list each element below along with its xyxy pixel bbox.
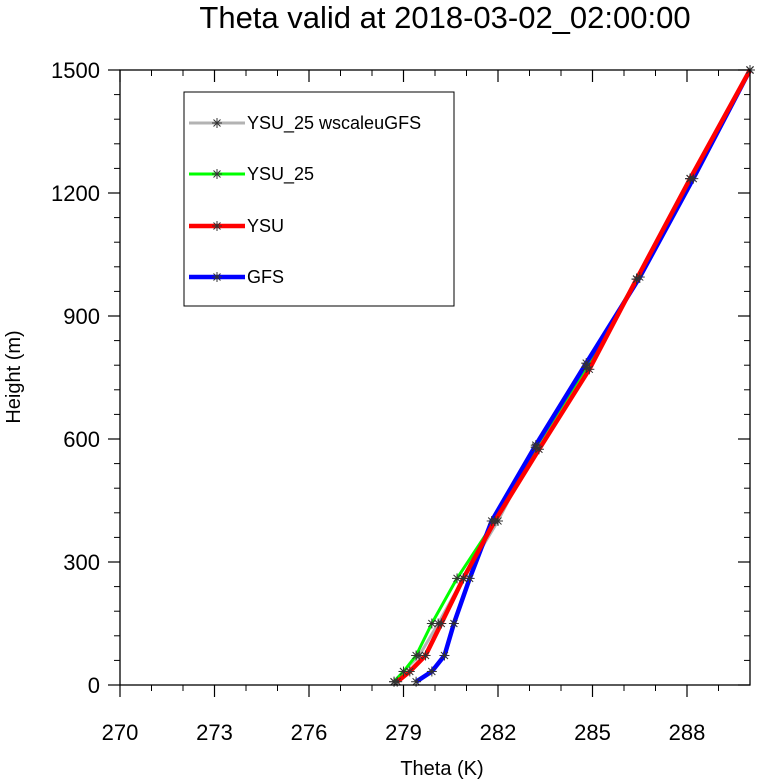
y-tick-label: 300 — [63, 550, 100, 575]
data-point-marker — [212, 118, 222, 128]
y-axis-label: Height (m) — [3, 330, 25, 423]
legend-box — [183, 91, 455, 307]
y-tick-label: 600 — [63, 427, 100, 452]
data-point-marker — [404, 666, 415, 677]
data-point-marker — [452, 573, 463, 584]
x-axis-label: Theta (K) — [400, 758, 483, 780]
legend-label: GFS — [247, 267, 284, 287]
data-point-marker — [426, 666, 437, 677]
x-tick-label: 273 — [196, 720, 233, 745]
data-point-marker — [439, 650, 450, 661]
data-point-marker — [581, 358, 592, 369]
data-point-marker — [212, 169, 222, 179]
legend-entries: YSU_25 wscaleuGFS YSU_25 YSU GFS — [189, 113, 421, 287]
x-tick-label: 282 — [480, 720, 517, 745]
y-tick-label: 0 — [88, 673, 100, 698]
x-tick-label: 288 — [669, 720, 706, 745]
data-point-marker — [212, 272, 222, 282]
legend-label: YSU_25 — [247, 164, 314, 185]
series-layer — [389, 65, 755, 687]
ticks-layer — [108, 69, 750, 697]
x-tick-label: 279 — [385, 720, 422, 745]
data-point-marker — [448, 618, 459, 629]
x-tick-label: 276 — [291, 720, 328, 745]
y-tick-label: 900 — [63, 304, 100, 329]
data-point-marker — [688, 173, 699, 184]
plot-frame — [119, 69, 751, 686]
chart-title: Theta valid at 2018-03-02_02:00:00 — [199, 0, 690, 35]
x-tick-label: 270 — [102, 720, 139, 745]
tick-labels-layer: 270 273 276 279 282 285 288 0 300 600 900 1200 1500 — [51, 58, 705, 745]
data-point-marker — [464, 573, 475, 584]
y-tick-label: 1200 — [51, 181, 100, 206]
data-point-marker — [426, 618, 437, 629]
data-point-marker — [530, 440, 541, 451]
legend-label: YSU — [247, 216, 284, 236]
legend-label: YSU_25 wscaleuGFS — [247, 113, 421, 134]
y-tick-label: 1500 — [51, 58, 100, 83]
data-point-marker — [436, 618, 447, 629]
data-point-marker — [420, 650, 431, 661]
legend: YSU_25 wscaleuGFS YSU_25 YSU GFS — [183, 91, 455, 307]
x-tick-label: 285 — [574, 720, 611, 745]
data-point-marker — [458, 573, 469, 584]
data-point-marker — [634, 272, 645, 283]
data-point-marker — [486, 516, 497, 526]
data-point-marker — [411, 650, 422, 661]
data-point-marker — [212, 221, 222, 231]
